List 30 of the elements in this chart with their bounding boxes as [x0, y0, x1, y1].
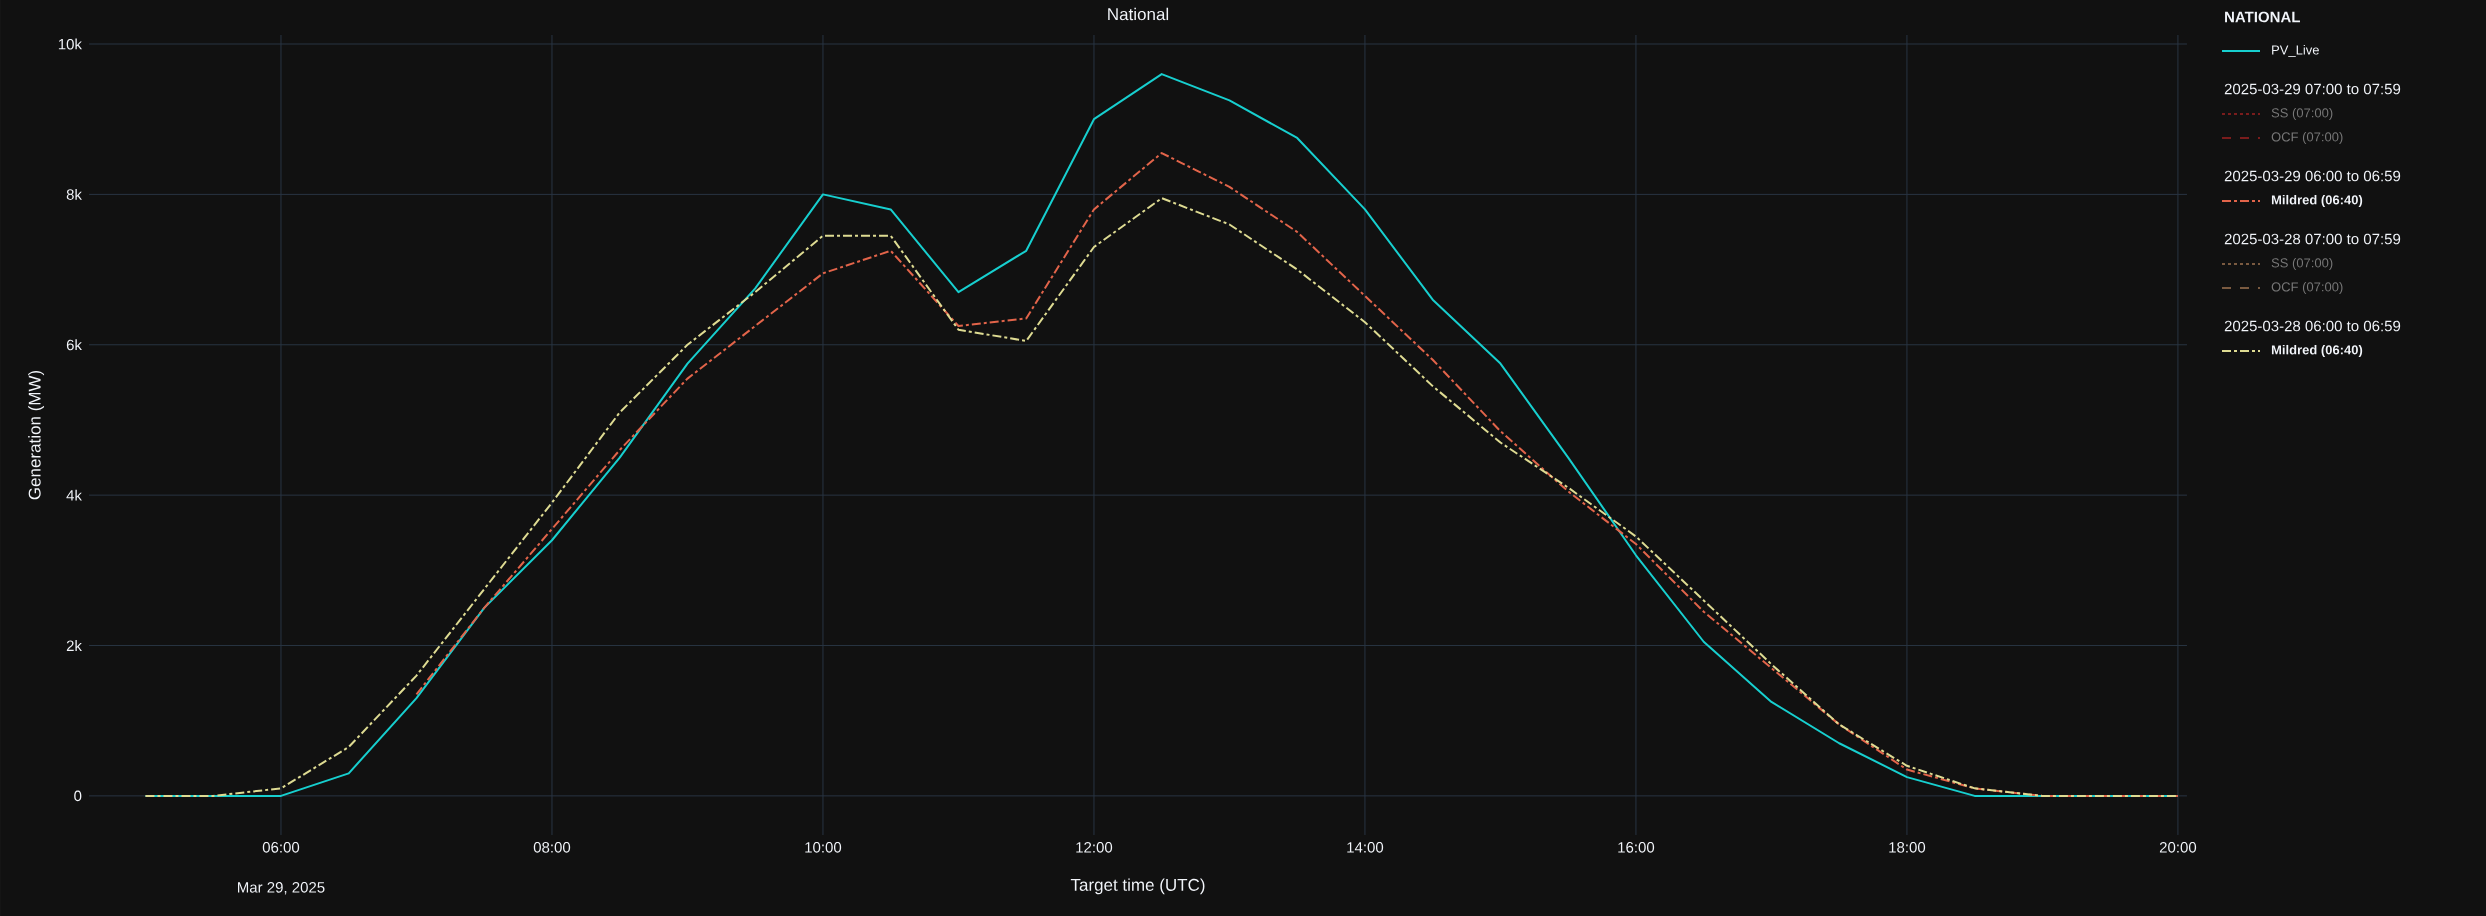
y-tick-label: 0 — [74, 790, 82, 802]
x-tick-label: 16:00 — [1618, 842, 1655, 853]
legend-label: SS (07:00) — [2271, 107, 2333, 121]
legend-label: SS (07:00) — [2271, 257, 2333, 271]
y-axis-title: Generation (MW) — [28, 370, 45, 500]
text: 2025-03-29 06:00 to 06:59 — [2224, 170, 2401, 182]
y-tick-label: 8k — [66, 188, 82, 200]
x-tick-label: 20:00 — [2159, 842, 2197, 853]
x-axis-title: Target time (UTC) — [1070, 878, 1205, 895]
legend-label: Mildred (06:40) — [2271, 194, 2363, 208]
y-tick-label: 2k — [66, 640, 82, 651]
legend-label: Mildred (06:40) — [2271, 344, 2363, 358]
legend-label: OCF (07:00) — [2271, 281, 2343, 295]
x-tick-label: 06:00 — [262, 842, 300, 853]
legend-label: OCF (07:00) — [2271, 131, 2343, 145]
chart-title: National — [1108, 7, 1169, 21]
x-tick-label: 14:00 — [1347, 842, 1384, 853]
x-tick-label: 18:00 — [1889, 842, 1926, 853]
text: 2025-03-29 07:00 to 07:59 — [2224, 83, 2401, 95]
x-tick-label: 12:00 — [1076, 842, 1113, 853]
text: 2025-03-28 06:00 to 06:59 — [2224, 320, 2401, 332]
text: 2025-03-28 07:00 to 07:59 — [2224, 233, 2401, 245]
y-tick-label: 4k — [66, 489, 82, 501]
legend-title: NATIONAL — [2225, 11, 2300, 23]
legend-label: PV_Live — [2272, 45, 2319, 57]
y-tick-label: 6k — [66, 339, 82, 351]
x-tick-label: 10:00 — [805, 842, 842, 853]
x-tick-label: 08:00 — [533, 842, 571, 853]
text: Mar 29, 2025 — [238, 882, 325, 895]
y-tick-label: 10k — [58, 38, 82, 50]
